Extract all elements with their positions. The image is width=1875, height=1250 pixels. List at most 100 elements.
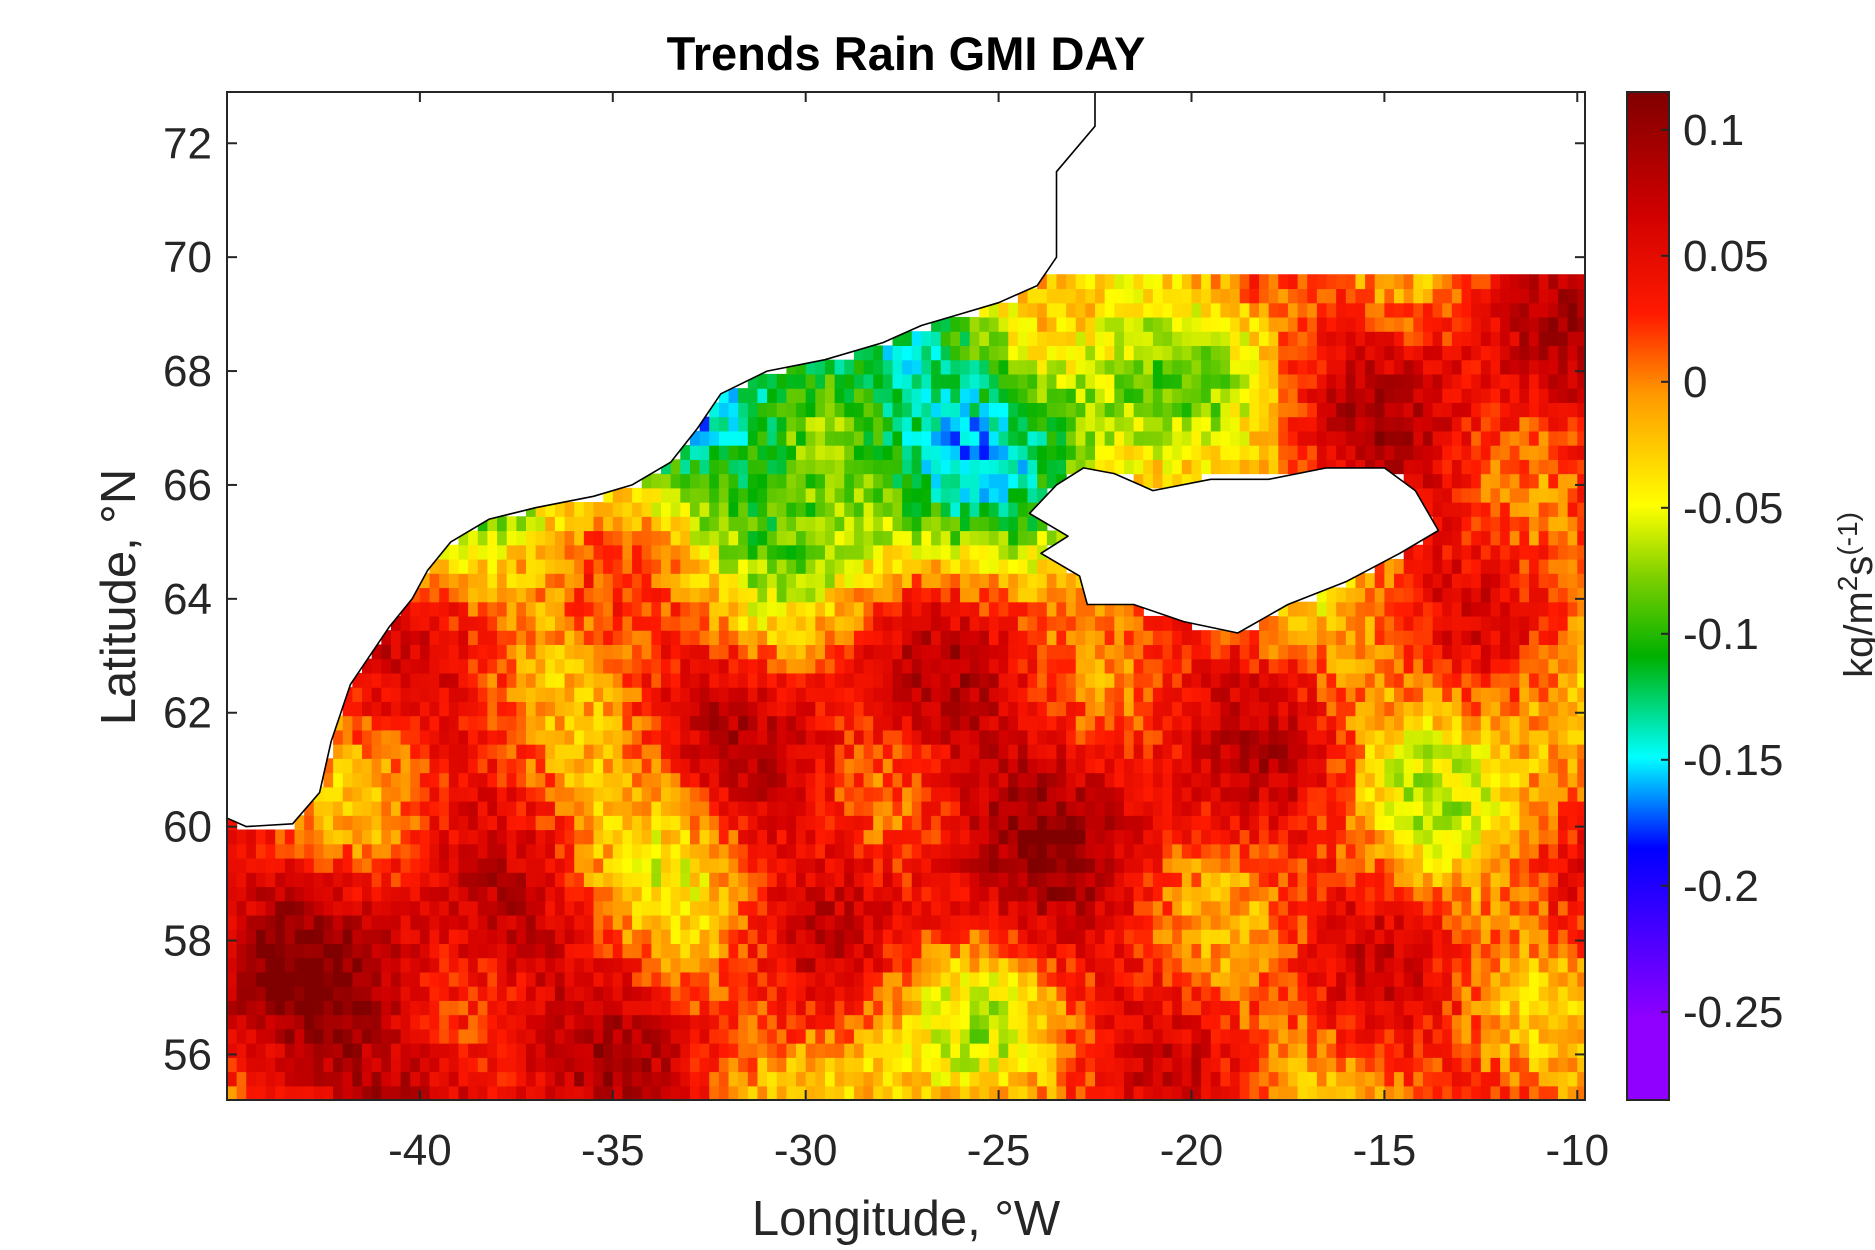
heatmap-cell [333, 1071, 344, 1087]
heatmap-cell [612, 1057, 624, 1073]
heatmap-cell [574, 558, 585, 574]
heatmap-cell [410, 1071, 421, 1087]
heatmap-cell [1297, 388, 1308, 403]
heatmap-cell [1249, 729, 1260, 745]
heatmap-cell [699, 416, 710, 432]
heatmap-cell [1307, 857, 1318, 873]
heatmap-cell [1191, 402, 1202, 418]
heatmap-cell [400, 701, 411, 717]
heatmap-cell [1152, 957, 1164, 973]
heatmap-cell [410, 786, 421, 802]
heatmap-cell [699, 929, 710, 944]
heatmap-cell [921, 1028, 932, 1044]
heatmap-cell [680, 630, 691, 646]
heatmap-cell [1037, 601, 1048, 617]
heatmap-cell [902, 1014, 913, 1030]
heatmap-cell [1075, 1085, 1086, 1100]
heatmap-cell [1297, 758, 1308, 774]
heatmap-cell [882, 373, 894, 389]
heatmap-cell [699, 687, 710, 702]
heatmap-cell [747, 502, 759, 517]
heatmap-cell [757, 886, 768, 902]
heatmap-cell [1249, 857, 1260, 873]
heatmap-cell [1162, 388, 1173, 403]
heatmap-cell [1249, 786, 1260, 802]
heatmap-cell [400, 801, 411, 816]
heatmap-cell [1172, 302, 1183, 318]
heatmap-cell [284, 1071, 296, 1087]
heatmap-cell [313, 1057, 325, 1073]
heatmap-cell [487, 615, 498, 631]
heatmap-cell [612, 1071, 624, 1087]
heatmap-cell [1152, 914, 1164, 930]
heatmap-cell [294, 1043, 305, 1058]
heatmap-cell [960, 544, 971, 560]
heatmap-cell [554, 829, 566, 845]
heatmap-cell [583, 1028, 595, 1044]
heatmap-cell [1095, 644, 1106, 660]
heatmap-cell [940, 729, 951, 745]
heatmap-cell [931, 971, 942, 987]
heatmap-cell [362, 1085, 373, 1100]
heatmap-cell [1066, 316, 1077, 332]
heatmap-cell [844, 843, 855, 859]
heatmap-cell [747, 843, 759, 859]
heatmap-cell [834, 786, 845, 802]
heatmap-cell [738, 772, 749, 788]
heatmap-cell [670, 1000, 681, 1016]
heatmap-cell [583, 971, 595, 987]
heatmap-cell [323, 914, 334, 930]
heatmap-cell [1046, 658, 1058, 674]
heatmap-cell [931, 459, 942, 475]
heatmap-cell [477, 943, 489, 959]
heatmap-cell [651, 644, 662, 660]
heatmap-cell [738, 388, 749, 403]
heatmap-cell [1162, 345, 1173, 361]
heatmap-cell [1249, 359, 1260, 375]
heatmap-cell [670, 473, 681, 489]
heatmap-cell [767, 1043, 778, 1058]
heatmap-cell [439, 829, 450, 845]
heatmap-cell [998, 886, 1009, 902]
heatmap-cell [333, 914, 344, 930]
heatmap-cell [419, 715, 431, 731]
heatmap-cell [1066, 345, 1077, 361]
heatmap-cell [844, 373, 855, 389]
heatmap-cell [998, 658, 1009, 674]
heatmap-cell [902, 388, 913, 403]
heatmap-cell [786, 573, 797, 589]
heatmap-cell [1181, 843, 1193, 859]
heatmap-cell [1287, 1000, 1299, 1016]
heatmap-cell [1056, 530, 1067, 546]
heatmap-cell [1104, 829, 1115, 845]
heatmap-cell [1210, 943, 1222, 959]
heatmap-cell [834, 900, 845, 916]
heatmap-cell [873, 914, 884, 930]
heatmap-cell [468, 558, 479, 574]
heatmap-cell [554, 914, 566, 930]
heatmap-cell [661, 971, 672, 987]
heatmap-cell [410, 1000, 421, 1016]
heatmap-cell [1210, 857, 1222, 873]
heatmap-cell [255, 914, 267, 930]
heatmap-cell [1046, 288, 1058, 304]
heatmap-cell [709, 544, 720, 560]
heatmap-cell [554, 601, 566, 617]
heatmap-cell [641, 587, 652, 603]
heatmap-cell [796, 1071, 807, 1087]
heatmap-cell [603, 957, 614, 973]
heatmap-cell [545, 744, 556, 759]
heatmap-cell [969, 701, 980, 717]
heatmap-cell [487, 801, 498, 816]
heatmap-cell [796, 957, 807, 973]
heatmap-cell [680, 772, 691, 788]
heatmap-cell [603, 801, 614, 816]
heatmap-cell [1230, 274, 1241, 290]
heatmap-cell [612, 1000, 624, 1016]
heatmap-cell [1268, 687, 1279, 702]
heatmap-cell [429, 672, 440, 688]
heatmap-cell [786, 587, 797, 603]
heatmap-cell [535, 544, 546, 560]
heatmap-cell [1249, 914, 1260, 930]
heatmap-cell [892, 857, 903, 873]
